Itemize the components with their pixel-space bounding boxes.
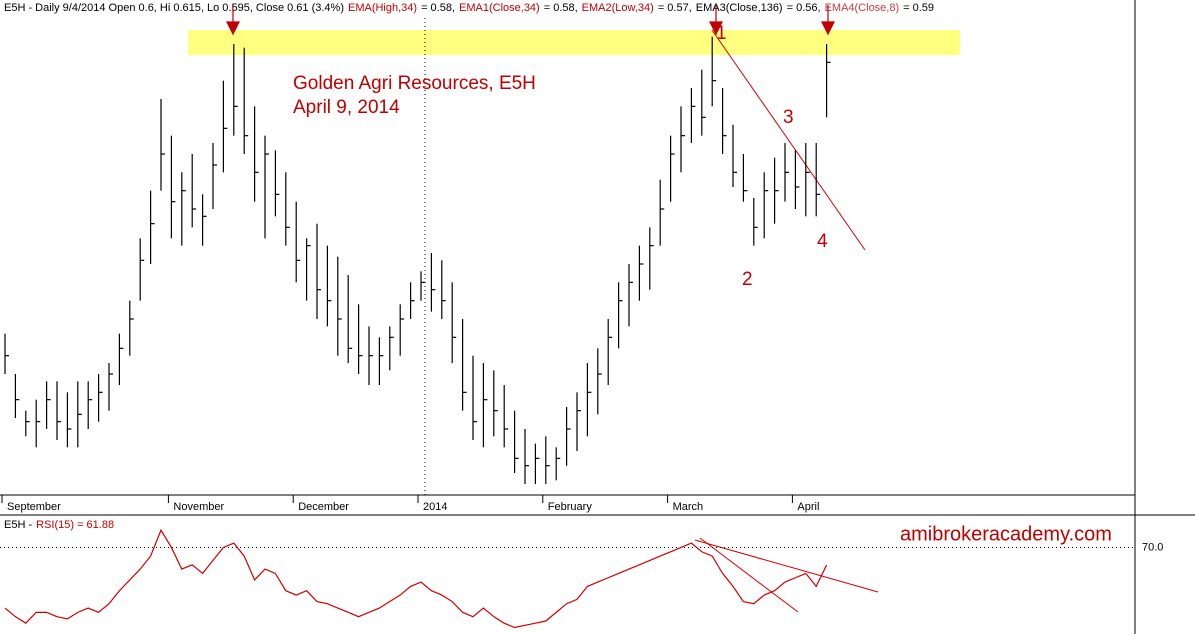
arrows: [226, 5, 835, 36]
header-part: = 0.56,: [787, 2, 821, 14]
rsi-header: E5H - RSI(15) = 61.88: [4, 519, 114, 531]
header-part: EMA4(Close,8): [825, 2, 900, 14]
x-tick-label: March: [673, 501, 704, 513]
annotation: 1: [716, 23, 727, 44]
watermark: amibrokeracademy.com: [900, 523, 1112, 545]
x-tick-label: February: [548, 501, 593, 513]
header: E5H - Daily 9/4/2014 Open 0.6, Hi 0.615,…: [4, 2, 934, 14]
trend-lines: [694, 29, 879, 613]
x-tick-label: 2014: [423, 501, 447, 513]
header-part: EMA2(Low,34): [582, 2, 654, 14]
x-tick-label: April: [797, 501, 819, 513]
annotation: 2: [742, 269, 753, 290]
header-part: E5H -: [4, 519, 32, 531]
header-part: = 0.58,: [421, 2, 455, 14]
header-part: = 0.57,: [658, 2, 692, 14]
header-part: EMA1(Close,34): [459, 2, 540, 14]
rsi-line: [4, 528, 828, 629]
x-tick-label: December: [298, 501, 349, 513]
annotation: 4: [817, 231, 828, 252]
header-part: = 0.59: [903, 2, 934, 14]
annotation: 3: [783, 107, 794, 128]
header-part: EMA3(Close,136): [696, 2, 783, 14]
annotation: Golden Agri Resources, E5H: [293, 73, 536, 94]
header-part: = 0.58,: [544, 2, 578, 14]
x-tick-label: November: [173, 501, 224, 513]
highlight-band: [188, 30, 960, 55]
header-part: E5H - Daily 9/4/2014 Open 0.6, Hi 0.615,…: [4, 2, 344, 14]
header-part: EMA(High,34): [348, 2, 417, 14]
header-part: RSI(15) = 61.88: [36, 519, 114, 531]
annotation: April 9, 2014: [293, 97, 400, 118]
y-tick-label: 70.0: [1142, 541, 1163, 553]
x-tick-label: September: [7, 501, 61, 513]
